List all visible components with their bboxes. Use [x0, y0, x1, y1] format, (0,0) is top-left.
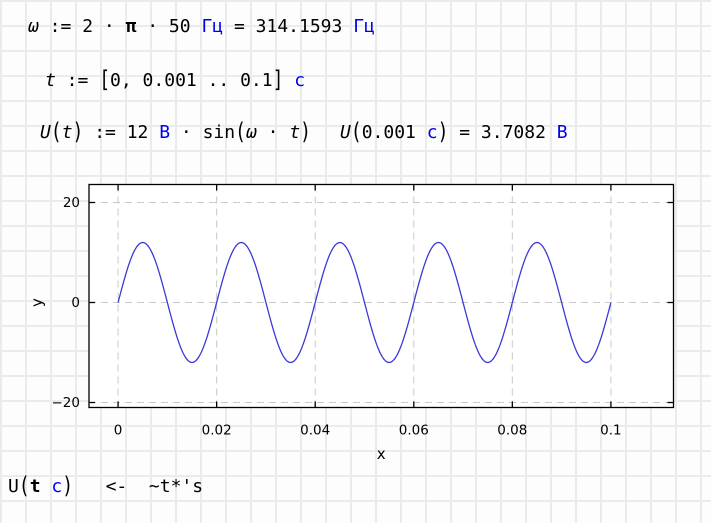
assign-operator: := — [55, 70, 100, 91]
omega-variable: ω — [28, 16, 39, 37]
x-tick-label: 0.08 — [497, 423, 527, 439]
close-paren: ) — [437, 118, 449, 146]
open-bracket: [ — [99, 66, 111, 94]
x-tick-label: 0.1 — [600, 423, 621, 439]
u-function-name: U — [8, 476, 19, 497]
eval-argument: 0.001 — [361, 122, 427, 143]
y-axis-label: y — [28, 298, 46, 307]
volt-unit: В — [556, 122, 568, 143]
assign-and-amplitude: := 12 — [83, 122, 160, 143]
x-tick-label: 0.04 — [300, 423, 330, 439]
seconds-unit: с — [426, 122, 438, 143]
space — [41, 476, 52, 497]
expression-rest: · 50 — [136, 16, 202, 37]
seconds-unit: с — [283, 70, 306, 91]
t-argument: t — [61, 122, 73, 143]
expression-factor: 2 · — [82, 16, 126, 37]
omega-variable: ω — [245, 122, 257, 143]
y-tick-label: 20 — [63, 195, 80, 211]
sin-function: · sin — [170, 122, 236, 143]
typed-text: <- ~t*'s — [73, 476, 204, 497]
math-region-t-range-definition[interactable]: t := [0, 0.001 .. 0.1] с — [45, 66, 306, 93]
axes-background — [89, 184, 674, 408]
sine-curve — [117, 241, 612, 364]
t-variable: t — [45, 70, 56, 91]
open-paren: ( — [50, 118, 62, 146]
x-axis-label: x — [377, 445, 386, 463]
u-function-name: U — [340, 122, 351, 143]
range-values: 0, 0.001 .. 0.1 — [110, 70, 273, 91]
close-paren: ) — [72, 118, 84, 146]
open-paren: ( — [235, 118, 246, 146]
t-variable: t — [289, 122, 301, 143]
u-function-name: U — [40, 122, 51, 143]
hz-unit-result: Гц — [353, 16, 375, 37]
y-tick-label: −20 — [52, 395, 81, 411]
open-paren: ( — [350, 118, 362, 146]
seconds-unit: с — [51, 476, 63, 497]
axes-border — [88, 183, 675, 409]
hz-unit: Гц — [201, 16, 224, 37]
close-bracket: ] — [272, 66, 284, 94]
equals-operator: = — [223, 16, 256, 37]
close-paren: ) — [300, 118, 311, 146]
volt-unit: В — [159, 122, 171, 143]
x-tick-label: 0.06 — [399, 423, 429, 439]
math-region-u-function-definition[interactable]: U(t) := 12 В · sin(ω · t) — [40, 118, 311, 145]
x-tick-label: 0.02 — [202, 423, 232, 439]
open-paren: ( — [18, 472, 30, 500]
close-paren: ) — [62, 472, 74, 500]
assign-operator: := — [38, 16, 83, 37]
t-argument: t — [29, 476, 41, 497]
omega-result-value: 314.1593 — [255, 16, 354, 37]
math-region-plot-expression-edit[interactable]: U(t с) <- ~t*'s — [8, 472, 204, 499]
eval-result: = 3.7082 — [448, 122, 557, 143]
multiply-dot: · — [256, 122, 290, 143]
pi-constant: π — [125, 16, 137, 37]
y-tick-label: 0 — [71, 295, 80, 311]
x-tick-label: 0 — [114, 423, 123, 439]
math-region-omega-definition[interactable]: ω := 2 · π · 50 Гц = 314.1593 Гц — [28, 16, 375, 38]
math-region-u-evaluation[interactable]: U(0.001 с) = 3.7082 В — [340, 118, 568, 145]
